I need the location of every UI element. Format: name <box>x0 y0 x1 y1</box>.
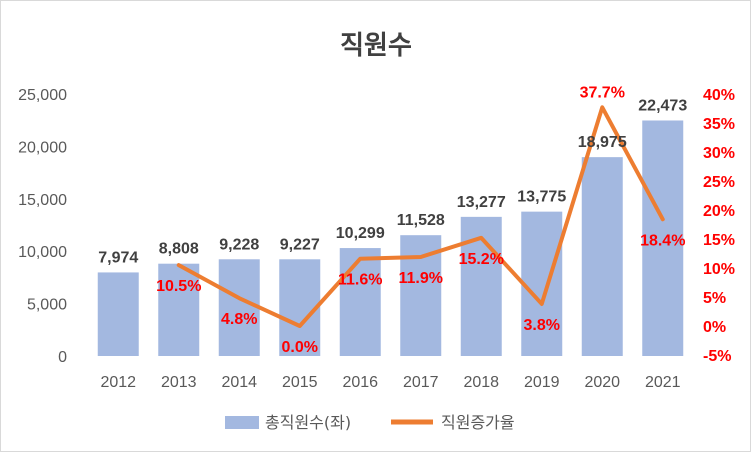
bar <box>97 272 139 356</box>
line-data-label: 3.8% <box>524 317 560 334</box>
x-tick-label: 2015 <box>282 374 318 391</box>
line-data-label: 10.5% <box>156 278 201 295</box>
line-data-label: 18.4% <box>640 232 685 249</box>
line-data-label: 11.6% <box>338 272 382 289</box>
x-tick-label: 2019 <box>524 374 560 391</box>
x-tick-label: 2016 <box>342 374 378 391</box>
line-data-label: 11.9% <box>399 270 443 287</box>
x-tick-label: 2013 <box>161 374 197 391</box>
left-tick-label: 0 <box>58 349 67 366</box>
right-tick-label: 15% <box>703 232 735 249</box>
line-data-label: 15.2% <box>459 251 504 268</box>
bar <box>581 157 623 356</box>
right-tick-label: 25% <box>703 174 735 191</box>
right-tick-label: 30% <box>703 145 735 162</box>
bar <box>642 120 684 356</box>
line-data-label: 4.8% <box>221 311 257 328</box>
legend: 총직원수(좌) 직원증가율 <box>225 413 515 432</box>
chart-title: 직원수 <box>340 31 412 61</box>
right-axis: -5% 0% 5% 10% 15% 20% 25% 30% 35% 40% <box>703 87 735 365</box>
bar-data-label: 11,528 <box>397 212 445 229</box>
line-data-labels: 10.5% 4.8% 0.0% 11.6% 11.9% 15.2% 3.8% 37.7% 18.… <box>156 84 685 356</box>
x-tick-label: 2017 <box>403 374 439 391</box>
bar-data-label: 7,974 <box>98 249 138 266</box>
bar-data-label: 13,277 <box>457 194 506 211</box>
bar <box>279 259 321 356</box>
line-path <box>176 105 665 328</box>
left-axis: 0 5,000 10,000 15,000 20,000 25,000 <box>18 87 67 366</box>
bar <box>521 211 563 356</box>
right-tick-label: 0% <box>703 319 726 336</box>
x-tick-label: 2020 <box>584 374 620 391</box>
bar-series <box>97 120 684 356</box>
right-tick-label: 20% <box>703 203 735 220</box>
right-tick-label: 5% <box>703 290 726 307</box>
line-series <box>176 105 665 328</box>
legend-bar-swatch <box>225 416 259 429</box>
left-tick-label: 25,000 <box>18 87 67 104</box>
bar <box>339 248 381 356</box>
bar-data-label: 13,775 <box>517 189 566 206</box>
bar <box>218 259 260 356</box>
bar-data-labels: 7,974 8,808 9,228 9,227 10,299 11,528 13,277 13… <box>98 97 687 266</box>
x-tick-label: 2012 <box>100 374 136 391</box>
bar-data-label: 9,227 <box>280 236 320 253</box>
x-tick-label: 2018 <box>463 374 499 391</box>
line-data-label: 37.7% <box>580 84 625 101</box>
right-tick-label: 10% <box>703 261 735 278</box>
legend-line-label: 직원증가율 <box>441 413 515 432</box>
bar <box>158 263 200 356</box>
right-tick-label: -5% <box>703 348 731 365</box>
left-tick-label: 5,000 <box>27 297 67 314</box>
left-tick-label: 10,000 <box>18 244 67 261</box>
bar-data-label: 8,808 <box>159 241 199 258</box>
bar-data-label: 18,975 <box>578 134 627 151</box>
bar-data-label: 10,299 <box>336 225 385 242</box>
right-tick-label: 40% <box>703 87 735 104</box>
left-tick-label: 20,000 <box>18 139 67 156</box>
x-axis: 2012 2013 2014 2015 2016 2017 2018 2019 2020 2021 <box>100 374 680 391</box>
x-tick-label: 2021 <box>645 374 681 391</box>
left-tick-label: 15,000 <box>18 192 67 209</box>
legend-bar-label: 총직원수(좌) <box>265 413 351 432</box>
line-data-label: 0.0% <box>282 339 318 356</box>
bar-data-label: 22,473 <box>638 97 687 114</box>
right-tick-label: 35% <box>703 116 735 133</box>
bar-data-label: 9,228 <box>219 236 259 253</box>
x-tick-label: 2014 <box>221 374 257 391</box>
